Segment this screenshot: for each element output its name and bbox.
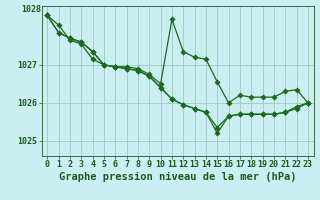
X-axis label: Graphe pression niveau de la mer (hPa): Graphe pression niveau de la mer (hPa) bbox=[59, 172, 296, 182]
Text: 1028: 1028 bbox=[22, 5, 42, 14]
